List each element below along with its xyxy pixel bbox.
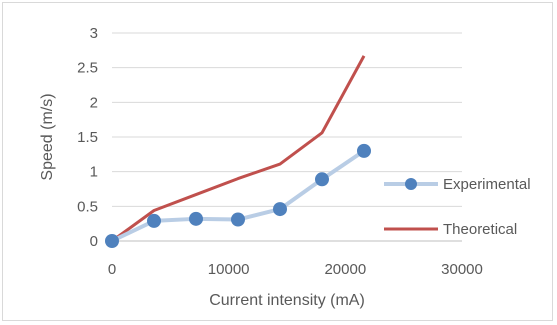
data-point-experimental <box>105 234 119 248</box>
series-group <box>105 55 371 248</box>
legend-label: Experimental <box>443 176 531 193</box>
x-tick-label: 30000 <box>441 261 483 278</box>
x-tick-label: 0 <box>108 261 116 278</box>
y-tick-label: 2 <box>90 94 98 111</box>
y-axis-tick-labels: 0 0.5 1 1.5 2 2.5 3 <box>77 25 98 250</box>
y-tick-label: 2.5 <box>77 60 98 77</box>
series-line-theoretical <box>111 55 366 243</box>
y-tick-label: 1 <box>90 164 98 181</box>
legend: Experimental Theoretical <box>384 176 531 238</box>
legend-label: Theoretical <box>443 221 517 238</box>
series-line-experimental <box>111 149 366 243</box>
gridlines <box>112 32 462 242</box>
y-tick-label: 3 <box>90 25 98 42</box>
data-point-experimental <box>315 172 329 187</box>
chart-area <box>2 2 553 321</box>
y-tick-label: 1.5 <box>77 129 98 146</box>
data-point-experimental <box>189 211 203 226</box>
data-point-experimental <box>147 213 161 228</box>
legend-marker <box>405 178 417 190</box>
y-tick-label: 0 <box>90 233 98 250</box>
data-point-experimental <box>273 202 287 217</box>
x-tick-label: 10000 <box>208 261 250 278</box>
y-tick-label: 0.5 <box>77 198 98 215</box>
y-axis-title: Speed (m/s) <box>39 93 56 180</box>
x-axis-title: Current intensity (mA) <box>209 292 365 309</box>
x-axis-tick-labels: 0 10000 20000 30000 <box>108 261 483 278</box>
x-tick-label: 20000 <box>324 261 366 278</box>
data-point-experimental <box>357 143 371 158</box>
data-point-experimental <box>231 212 245 227</box>
